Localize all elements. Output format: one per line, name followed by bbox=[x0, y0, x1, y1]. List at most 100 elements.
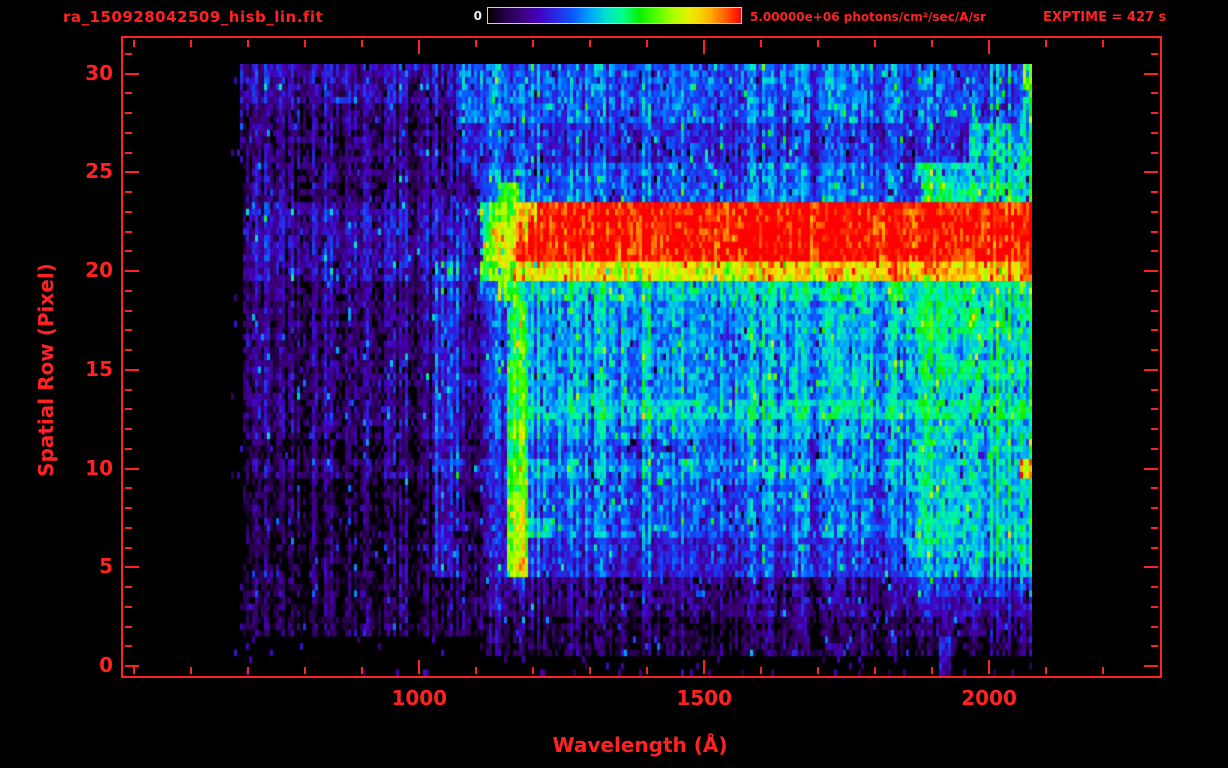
x-minor-tick bbox=[304, 40, 307, 47]
y-minor-tick bbox=[125, 289, 132, 292]
x-minor-tick bbox=[532, 667, 535, 674]
y-minor-tick bbox=[125, 92, 132, 95]
x-major-tick bbox=[418, 40, 421, 54]
y-minor-tick bbox=[125, 605, 132, 608]
y-tick-label: 30 bbox=[85, 60, 113, 85]
page-title: ra_150928042509_hisb_lin.fit bbox=[63, 8, 324, 26]
y-minor-tick bbox=[125, 250, 132, 253]
y-minor-tick bbox=[125, 586, 132, 589]
y-minor-tick bbox=[1151, 625, 1158, 628]
y-minor-tick bbox=[125, 507, 132, 510]
x-minor-tick bbox=[874, 40, 877, 47]
y-minor-tick bbox=[1151, 329, 1158, 332]
x-minor-tick bbox=[1045, 667, 1048, 674]
colorbar-gradient bbox=[487, 7, 742, 24]
y-minor-tick bbox=[1151, 605, 1158, 608]
y-tick-label: 10 bbox=[85, 455, 113, 480]
x-minor-tick bbox=[646, 667, 649, 674]
y-minor-tick bbox=[125, 52, 132, 55]
y-minor-tick bbox=[1151, 309, 1158, 312]
x-minor-tick bbox=[589, 667, 592, 674]
y-tick-label: 20 bbox=[85, 258, 113, 283]
y-minor-tick bbox=[1151, 92, 1158, 95]
y-minor-tick bbox=[1151, 546, 1158, 549]
y-major-tick bbox=[1144, 665, 1158, 668]
x-major-tick bbox=[703, 660, 706, 674]
y-minor-tick bbox=[125, 526, 132, 529]
x-minor-tick bbox=[589, 40, 592, 47]
y-minor-tick bbox=[1151, 428, 1158, 431]
y-major-tick bbox=[125, 665, 139, 668]
y-tick-label: 0 bbox=[99, 653, 113, 678]
y-minor-tick bbox=[125, 112, 132, 115]
x-minor-tick bbox=[817, 40, 820, 47]
y-minor-tick bbox=[125, 388, 132, 391]
x-minor-tick bbox=[1102, 667, 1105, 674]
y-minor-tick bbox=[125, 447, 132, 450]
y-minor-tick bbox=[1151, 349, 1158, 352]
y-minor-tick bbox=[1151, 210, 1158, 213]
y-tick-label: 25 bbox=[85, 159, 113, 184]
y-minor-tick bbox=[1151, 112, 1158, 115]
y-minor-tick bbox=[125, 428, 132, 431]
y-minor-tick bbox=[1151, 250, 1158, 253]
x-major-tick bbox=[703, 40, 706, 54]
x-tick-label: 2000 bbox=[961, 686, 1017, 710]
y-major-tick bbox=[125, 270, 139, 273]
y-axis-title: Spatial Row (Pixel) bbox=[34, 263, 58, 477]
y-minor-tick bbox=[125, 329, 132, 332]
x-minor-tick bbox=[133, 667, 136, 674]
y-major-tick bbox=[1144, 270, 1158, 273]
y-minor-tick bbox=[1151, 388, 1158, 391]
x-minor-tick bbox=[532, 40, 535, 47]
x-minor-tick bbox=[931, 40, 934, 47]
y-minor-tick bbox=[1151, 645, 1158, 648]
x-tick-label: 1500 bbox=[676, 686, 732, 710]
x-minor-tick bbox=[247, 40, 250, 47]
y-minor-tick bbox=[125, 625, 132, 628]
exptime-label: EXPTIME = 427 s bbox=[1043, 10, 1167, 25]
y-major-tick bbox=[1144, 171, 1158, 174]
x-major-tick bbox=[418, 660, 421, 674]
y-major-tick bbox=[125, 171, 139, 174]
x-minor-tick bbox=[475, 667, 478, 674]
x-minor-tick bbox=[760, 40, 763, 47]
y-major-tick bbox=[125, 467, 139, 470]
y-minor-tick bbox=[125, 349, 132, 352]
y-minor-tick bbox=[1151, 408, 1158, 411]
y-minor-tick bbox=[1151, 151, 1158, 154]
y-major-tick bbox=[125, 368, 139, 371]
x-minor-tick bbox=[760, 667, 763, 674]
x-minor-tick bbox=[304, 667, 307, 674]
x-minor-tick bbox=[475, 40, 478, 47]
colorbar-min-label: 0 bbox=[473, 9, 482, 23]
y-major-tick bbox=[1144, 467, 1158, 470]
x-minor-tick bbox=[361, 667, 364, 674]
y-minor-tick bbox=[125, 546, 132, 549]
x-minor-tick bbox=[361, 40, 364, 47]
x-major-tick bbox=[988, 660, 991, 674]
y-minor-tick bbox=[125, 151, 132, 154]
y-minor-tick bbox=[1151, 230, 1158, 233]
x-minor-tick bbox=[133, 40, 136, 47]
x-axis-title: Wavelength (Å) bbox=[552, 733, 728, 757]
y-minor-tick bbox=[1151, 507, 1158, 510]
y-minor-tick bbox=[1151, 52, 1158, 55]
x-minor-tick bbox=[190, 40, 193, 47]
y-major-tick bbox=[125, 566, 139, 569]
y-minor-tick bbox=[1151, 191, 1158, 194]
y-minor-tick bbox=[125, 230, 132, 233]
y-minor-tick bbox=[1151, 586, 1158, 589]
y-tick-label: 15 bbox=[85, 356, 113, 381]
x-tick-label: 1000 bbox=[391, 686, 448, 710]
y-minor-tick bbox=[125, 645, 132, 648]
x-minor-tick bbox=[646, 40, 649, 47]
x-minor-tick bbox=[817, 667, 820, 674]
y-major-tick bbox=[1144, 72, 1158, 75]
x-minor-tick bbox=[1102, 40, 1105, 47]
colorbar-max-label: 5.00000e+06 photons/cm²/sec/A/sr bbox=[750, 10, 986, 24]
plot-frame bbox=[121, 36, 1162, 678]
x-minor-tick bbox=[247, 667, 250, 674]
spectrogram-canvas bbox=[231, 64, 1032, 676]
y-minor-tick bbox=[125, 191, 132, 194]
